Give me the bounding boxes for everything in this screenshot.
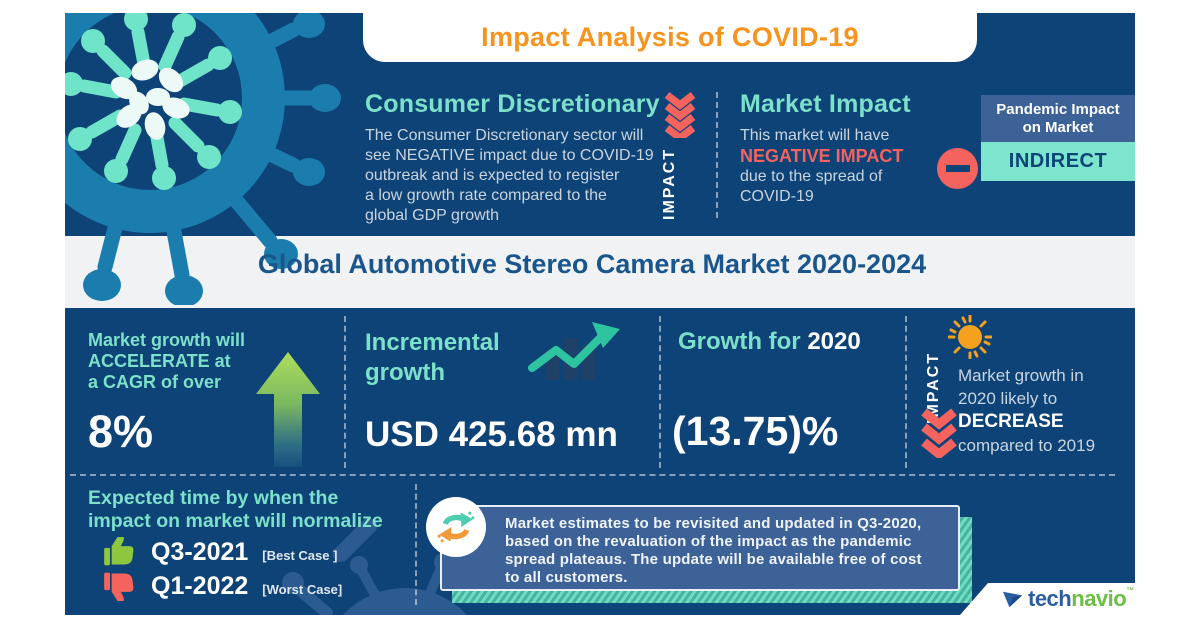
consumer-line: global GDP growth (365, 207, 499, 224)
cagr-line: ACCELERATE at (88, 351, 231, 371)
best-case-value: Q3-2021 (151, 537, 249, 566)
top-divider (716, 92, 718, 218)
impact-2020-line: 2020 likely to (958, 389, 1058, 408)
worst-case-value: Q1-2022 (151, 571, 249, 600)
best-case-row: Q3-2021 [Best Case ] (103, 537, 337, 567)
note-box: Market estimates to be revisited and upd… (440, 505, 960, 591)
pandemic-impact-title: Pandemic Impact on Market (981, 95, 1135, 142)
consumer-line: a low growth rate compared to the (365, 187, 607, 204)
coronavirus-illustration-icon (65, 13, 341, 305)
stats-divider (659, 316, 661, 468)
logo-tech: tech (1028, 586, 1072, 611)
horizontal-divider (70, 474, 1115, 476)
note-text: Market estimates to be revisited and upd… (505, 515, 958, 587)
technavio-plane-icon (1003, 591, 1023, 608)
note-line: based on the revaluation of the impact a… (505, 533, 912, 550)
logo-text: technavio™ (1028, 586, 1134, 612)
thumb-up-icon (104, 537, 134, 566)
note-line: to all customers. (505, 569, 628, 586)
page-title: Impact Analysis of COVID-19 (481, 22, 859, 52)
virus-watermark-icon (282, 517, 468, 615)
negative-impact-highlight: NEGATIVE IMPACT (740, 146, 904, 166)
market-impact-heading: Market Impact (740, 90, 911, 118)
growth-year: 2020 (807, 328, 861, 355)
logo-tm: ™ (1126, 586, 1134, 595)
best-case-label: [Best Case ] (262, 547, 338, 563)
update-badge (426, 497, 486, 557)
incremental-line: growth (365, 359, 445, 386)
worst-case-row: Q1-2022 [Worst Case] (103, 571, 342, 601)
decrease-highlight: DECREASE (958, 411, 1064, 432)
growth-2020-value: (13.75)% (672, 408, 839, 454)
cagr-line: a CAGR of over (88, 372, 222, 392)
thumb-down-icon (104, 572, 134, 601)
sync-arrows-icon (437, 511, 475, 543)
market-title: Global Automotive Stereo Camera Market 2… (257, 249, 927, 279)
minus-circle-icon (937, 148, 978, 189)
consumer-line: see NEGATIVE impact due to COVID-19 (365, 147, 654, 164)
normalize-heading-line: Expected time by when the (88, 487, 339, 509)
market-title-band (65, 236, 1135, 308)
normalize-heading: Expected time by when the impact on mark… (88, 487, 383, 533)
chevrons-down-icon (664, 92, 696, 138)
up-arrow-icon (256, 352, 320, 467)
pandemic-title-line: on Market (1022, 119, 1094, 136)
market-impact-section: Market Impact This market will have NEGA… (740, 90, 911, 207)
growth-label: Growth for (678, 328, 801, 355)
logo-area: technavio™ (960, 583, 1135, 615)
stats-divider (905, 316, 907, 468)
consumer-discretionary-section: Consumer Discretionary The Consumer Disc… (365, 90, 660, 226)
virus-orange-icon (948, 315, 992, 359)
pandemic-impact-box: Pandemic Impact on Market INDIRECT (981, 95, 1135, 181)
logo-navio: navio (1071, 586, 1127, 611)
consumer-heading: Consumer Discretionary (365, 90, 660, 118)
consumer-body: The Consumer Discretionary sector will s… (365, 126, 660, 226)
impact-vertical-label: IMPACT (661, 147, 678, 220)
note-line: Market estimates to be revisited and upd… (505, 515, 922, 532)
pandemic-impact-value: INDIRECT (981, 142, 1135, 181)
minus-bar (945, 165, 970, 172)
market-impact-line: This market will have (740, 127, 890, 144)
growth-2020-heading: Growth for 2020 (678, 328, 861, 356)
incremental-growth-heading: Incremental growth (365, 328, 500, 388)
impact-2020-line: compared to 2019 (958, 436, 1096, 455)
consumer-line: outbreak and is expected to register (365, 167, 620, 184)
bottom-divider (415, 484, 417, 605)
impact-2020-text: Market growth in 2020 likely to DECREASE… (958, 364, 1095, 457)
cagr-value: 8% (88, 406, 154, 457)
chevrons-down-icon (921, 408, 957, 458)
cagr-line: Market growth will (88, 330, 246, 350)
market-impact-line: due to the spread of (740, 168, 883, 185)
incremental-growth-value: USD 425.68 mn (365, 415, 618, 454)
cagr-section: Market growth will ACCELERATE at a CAGR … (88, 330, 245, 393)
normalize-heading-line: impact on market will normalize (88, 510, 383, 532)
consumer-line: The Consumer Discretionary sector will (365, 127, 644, 144)
note-line: spread plateaus. The update will be avai… (505, 551, 922, 568)
market-impact-line: COVID-19 (740, 188, 814, 205)
stats-divider (344, 316, 346, 468)
worst-case-label: [Worst Case] (262, 581, 343, 597)
header: Impact Analysis of COVID-19 (363, 13, 977, 62)
pandemic-title-line: Pandemic Impact (996, 101, 1120, 118)
impact-2020-line: Market growth in (958, 366, 1084, 385)
incremental-line: Incremental (365, 329, 500, 356)
trend-arrow-icon (528, 322, 620, 380)
